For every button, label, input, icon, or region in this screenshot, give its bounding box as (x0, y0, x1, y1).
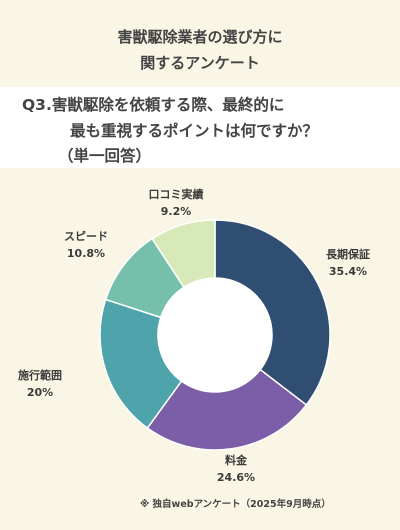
slice-reviews (151, 219, 216, 289)
question-line-1: Q3.害獣駆除を依頼する際、最終的に (22, 96, 285, 114)
slice-label-warranty: 長期保証 (326, 247, 370, 261)
slice-label-scope: 施行範囲 (18, 368, 62, 382)
question-line-2: 最も重視するポイントは何ですか？ (70, 122, 319, 140)
slice-label-price: 料金 (225, 453, 248, 467)
slice-label-speed: スピード (64, 230, 108, 243)
slice-value-reviews: 9.2% (161, 205, 192, 218)
footnote: ※ 独自webアンケート（2025年9月時点） (140, 499, 331, 510)
title-line-1: 害獣駆除業者の選び方に (117, 28, 283, 46)
slice-value-speed: 10.8% (67, 247, 105, 260)
slice-warranty (214, 219, 331, 406)
slice-price (146, 368, 308, 451)
slice-label-reviews: 口コミ実績 (149, 187, 204, 201)
slice-value-warranty: 35.4% (329, 265, 367, 278)
question-line-3: （単一回答） (58, 147, 152, 165)
slice-value-price: 24.6% (217, 471, 255, 484)
title-line-2: 関するアンケート (140, 54, 260, 72)
slice-scope (99, 298, 183, 430)
slice-value-scope: 20% (27, 386, 53, 399)
donut-hole (158, 278, 272, 392)
question-box: Q3.害獣駆除を依頼する際、最終的に 最も重視するポイントは何ですか？ （単一回… (0, 87, 400, 168)
chart-title: 害獣駆除業者の選び方に 関するアンケート (0, 24, 400, 76)
